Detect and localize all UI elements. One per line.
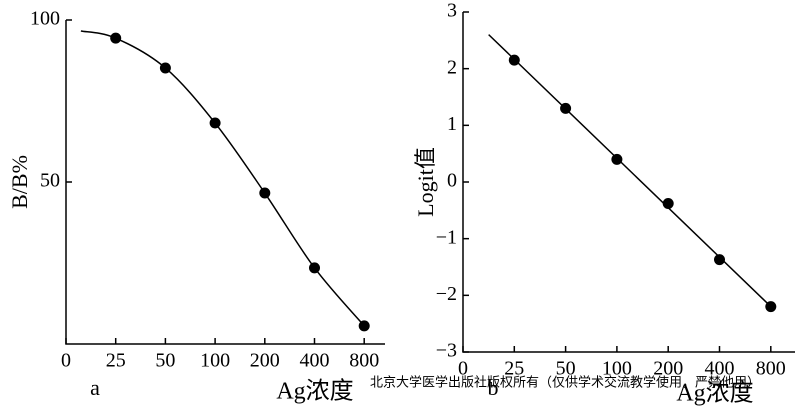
x-tick-label: 100: [200, 350, 230, 372]
y-axis-label: Logit值: [413, 147, 438, 217]
y-axis-label: B/B%: [7, 155, 32, 209]
point: [714, 254, 725, 266]
x-tick-label: 0: [61, 350, 71, 372]
point: [259, 187, 271, 199]
panel-label: b: [488, 375, 499, 400]
y-tick-label: 3: [447, 0, 457, 22]
x-tick-label: 25: [106, 350, 126, 372]
x-tick-label: 50: [556, 358, 576, 380]
x-tick-label: 0: [458, 358, 468, 380]
watermark: 北京大学医学出版社版权所有（仅供学术交流教学使用，严禁他用）: [370, 375, 760, 391]
x-tick-label: 200: [250, 350, 280, 372]
y-tick-label: −2: [436, 283, 457, 305]
x-tick-label: 800: [756, 358, 786, 380]
y-tick-label: −1: [436, 226, 457, 248]
point: [662, 198, 674, 210]
point: [560, 102, 572, 114]
y-tick-label: −3: [436, 340, 457, 362]
point: [309, 262, 320, 274]
x-tick-label: 800: [349, 350, 379, 372]
x-tick-label: 200: [653, 358, 683, 380]
x-axis-label: Ag浓度: [676, 380, 753, 407]
y-tick-label: 1: [447, 113, 457, 135]
fit-line: [488, 34, 774, 310]
x-tick-label: 25: [504, 358, 524, 380]
x-tick-label: 400: [705, 358, 735, 380]
point: [508, 54, 520, 66]
point: [765, 301, 777, 313]
point: [159, 62, 171, 74]
x-tick-label: 50: [155, 350, 175, 372]
fit-curve: [80, 30, 365, 327]
y-tick-label: 50: [40, 170, 60, 192]
y-tick-label: 2: [447, 56, 457, 78]
panel-label: a: [90, 375, 100, 400]
point: [358, 320, 370, 332]
y-tick-label: 100: [30, 8, 60, 30]
x-axis-label: Ag浓度: [276, 378, 353, 405]
y-tick-label: 0: [447, 170, 457, 192]
x-tick-label: 400: [300, 350, 330, 372]
point: [611, 153, 623, 165]
point: [209, 117, 221, 129]
point: [110, 32, 122, 44]
x-tick-label: 100: [602, 358, 632, 380]
